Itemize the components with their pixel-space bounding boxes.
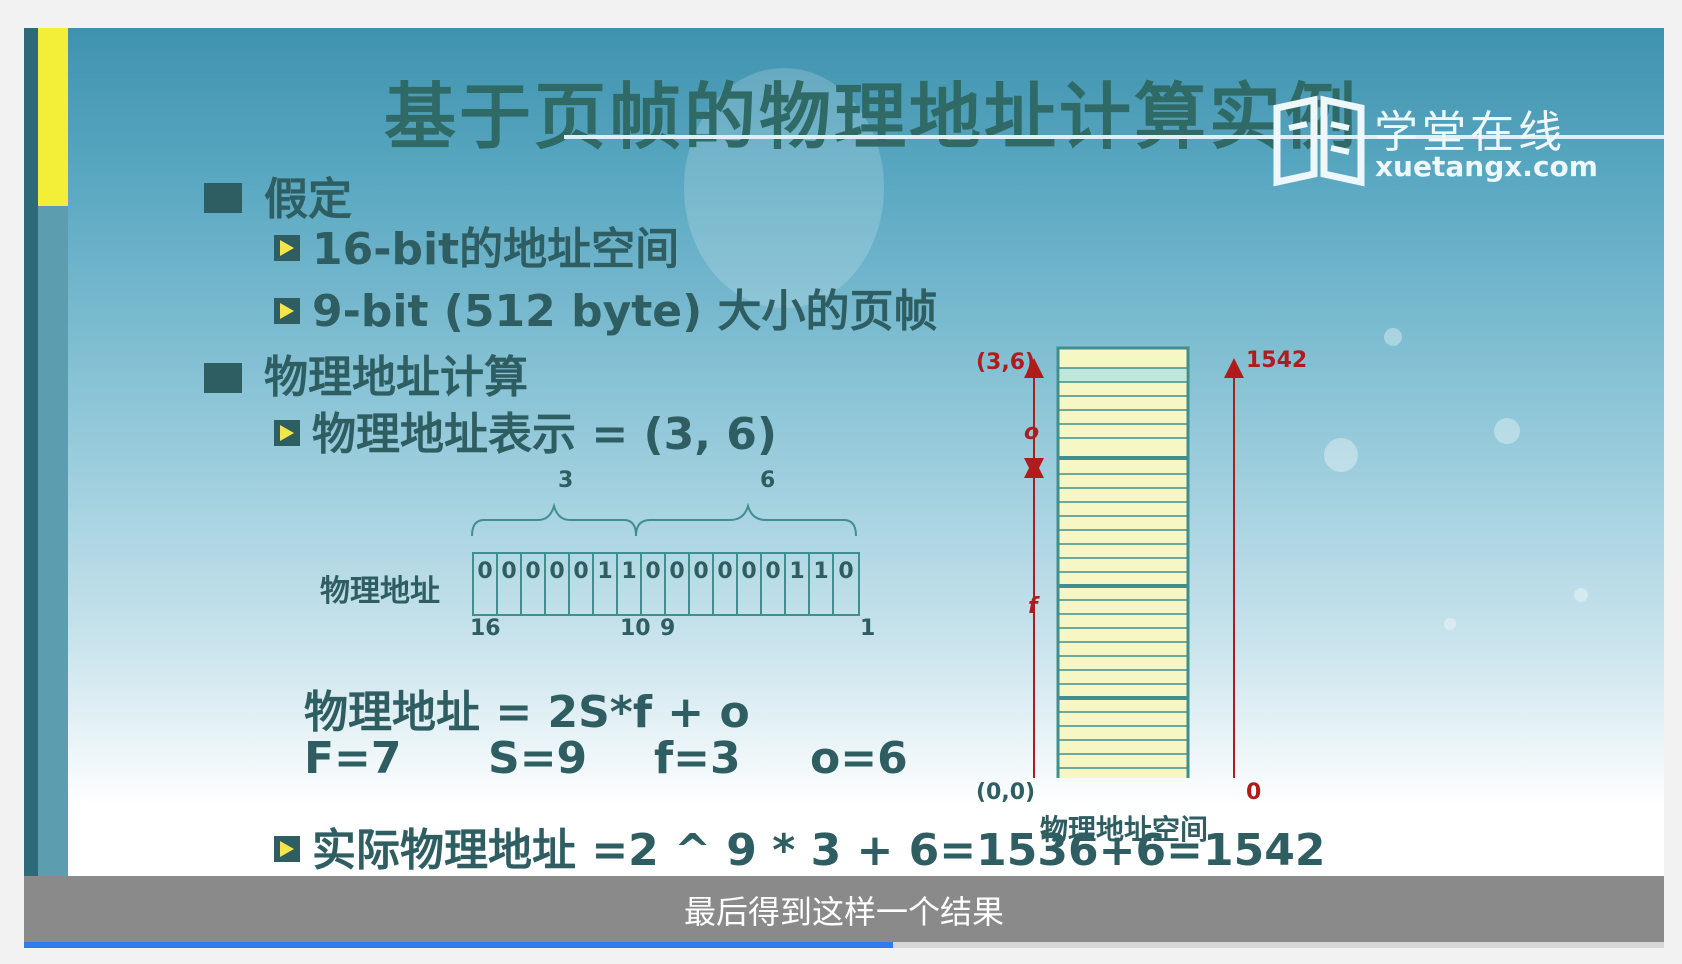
play-bullet-icon (274, 235, 300, 261)
memory-top-right-label: 1542 (1246, 348, 1308, 373)
memory-caption: 物理地址空间 (1040, 813, 1209, 846)
video-player[interactable]: 基于页帧的物理地址计算实例 学堂在线 xuetangx.com 假定 16-bi… (24, 28, 1664, 948)
left-strip (38, 206, 68, 876)
address-formula: 物理地址 = 2S*f + o (304, 687, 750, 738)
memory-bottom-left-label: (0,0) (976, 780, 1036, 805)
bit-group-braces (471, 502, 857, 537)
subtitle-text: 最后得到这样一个结果 (683, 893, 1004, 931)
square-bullet-icon (204, 363, 242, 393)
memory-bottom-right-label: 0 (1246, 780, 1262, 805)
param-S: S=9 (488, 733, 588, 784)
bit-cell: 0 (522, 554, 546, 614)
decor-bubble (1494, 418, 1520, 444)
calc-heading: 物理地址计算 (264, 352, 528, 403)
play-bullet-icon (274, 298, 300, 324)
memory-range-arrows (1024, 358, 1244, 778)
bit-cell: 0 (474, 554, 498, 614)
memory-top-left-label: (3,6) (976, 350, 1036, 375)
decor-bubble (1324, 438, 1358, 472)
xuetangx-watermark: 学堂在线 xuetangx.com (1269, 88, 1599, 198)
bit-cell: 0 (546, 554, 570, 614)
frame-f-label: f (1028, 594, 1038, 619)
left-yellow-bar (38, 28, 68, 206)
bit-cell: 0 (690, 554, 714, 614)
decor-bubble (1574, 588, 1588, 602)
assumption-heading: 假定 (264, 174, 352, 225)
book-logo-icon (1273, 95, 1365, 187)
bit-cell: 0 (762, 554, 786, 614)
actual-address-result: 实际物理地址 =2 ^ 9 * 3 + 6=1536+6=1542 (312, 825, 1326, 876)
offset-o-label: o (1024, 420, 1040, 445)
address-representation: 物理地址表示 = (3, 6) (312, 409, 777, 460)
bit-position-10: 10 (620, 616, 651, 641)
bit-cell: 1 (594, 554, 618, 614)
brace-left-value: 3 (558, 468, 574, 493)
param-o: o=6 (810, 733, 908, 784)
bit-cell: 1 (810, 554, 834, 614)
watermark-brand-cn: 学堂在线 (1374, 107, 1566, 158)
progress-fill (24, 942, 894, 948)
square-bullet-icon (204, 183, 242, 213)
assumption-item-1: 16-bit的地址空间 (312, 224, 680, 275)
bit-cell: 1 (786, 554, 810, 614)
play-bullet-icon (274, 836, 300, 862)
bit-diagram-label: 物理地址 (320, 574, 440, 609)
bit-cell: 0 (570, 554, 594, 614)
decor-splash (684, 68, 884, 308)
bit-position-1: 1 (860, 616, 876, 641)
watermark-brand-en: xuetangx.com (1375, 150, 1598, 183)
subtitle-bar: 最后得到这样一个结果 (24, 876, 1664, 944)
bit-cell: 0 (714, 554, 738, 614)
bit-position-16: 16 (470, 616, 501, 641)
param-f: f=3 (654, 733, 741, 784)
decor-bubble (1444, 618, 1456, 630)
decor-bubble (1384, 328, 1402, 346)
assumption-item-2: 9-bit (512 byte) 大小的页帧 (312, 286, 938, 337)
left-accent-bar (24, 28, 38, 876)
slide-title: 基于页帧的物理地址计算实例 (384, 75, 1360, 159)
bit-cell: 1 (618, 554, 642, 614)
bit-cell: 0 (838, 559, 854, 584)
bit-cell: 0 (498, 554, 522, 614)
physical-address-bits: 0 0 0 0 0 1 1 0 0 0 0 0 0 1 1 0 (472, 552, 860, 616)
bit-position-9: 9 (660, 616, 676, 641)
brace-right-value: 6 (760, 468, 776, 493)
progress-bar[interactable] (24, 942, 1664, 948)
bit-cell: 0 (666, 554, 690, 614)
bit-cell: 0 (738, 554, 762, 614)
title-underline (564, 135, 1664, 139)
play-bullet-icon (274, 420, 300, 446)
bit-cell: 0 (642, 554, 666, 614)
lecture-slide: 基于页帧的物理地址计算实例 学堂在线 xuetangx.com 假定 16-bi… (24, 28, 1664, 876)
param-F: F=7 (304, 733, 402, 784)
physical-memory-diagram (1056, 346, 1190, 778)
